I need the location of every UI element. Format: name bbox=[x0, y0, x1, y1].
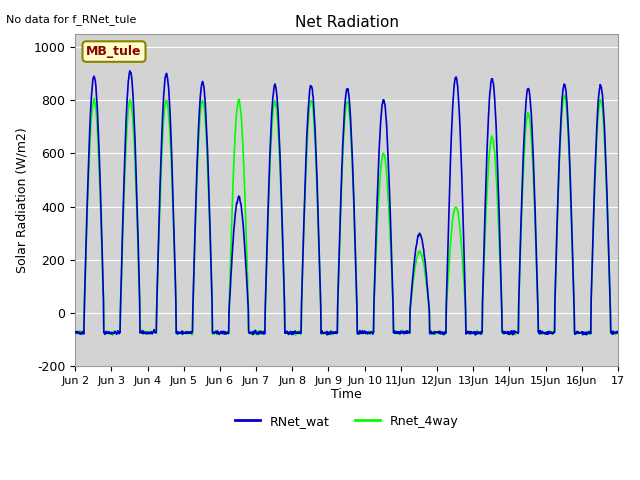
RNet_wat bbox=[126, 68, 134, 74]
Line: Rnet_4way: Rnet_4way bbox=[75, 96, 618, 335]
RNet_wat bbox=[71, 329, 79, 335]
RNet_wat bbox=[179, 330, 187, 336]
Legend: RNet_wat, Rnet_4way: RNet_wat, Rnet_4way bbox=[230, 410, 463, 433]
RNet_wat bbox=[550, 329, 558, 335]
RNet_wat bbox=[253, 331, 261, 337]
X-axis label: Time: Time bbox=[331, 388, 362, 401]
Y-axis label: Solar Radiation (W/m2): Solar Radiation (W/m2) bbox=[15, 127, 28, 273]
RNet_wat bbox=[502, 330, 510, 336]
Rnet_4way bbox=[550, 329, 557, 335]
RNet_wat bbox=[431, 330, 439, 336]
Rnet_4way bbox=[71, 329, 79, 335]
RNet_wat bbox=[614, 329, 622, 335]
Text: No data for f_RNet_tule: No data for f_RNet_tule bbox=[6, 14, 137, 25]
Rnet_4way bbox=[614, 330, 622, 336]
Rnet_4way bbox=[192, 207, 200, 213]
Rnet_4way bbox=[561, 93, 568, 98]
Rnet_4way bbox=[179, 329, 186, 335]
Rnet_4way bbox=[292, 332, 300, 338]
Rnet_4way bbox=[502, 330, 509, 336]
Rnet_4way bbox=[253, 329, 260, 335]
RNet_wat bbox=[193, 187, 200, 193]
Title: Net Radiation: Net Radiation bbox=[294, 15, 399, 30]
Rnet_4way bbox=[431, 330, 439, 336]
Line: RNet_wat: RNet_wat bbox=[75, 71, 618, 335]
Text: MB_tule: MB_tule bbox=[86, 45, 142, 58]
RNet_wat bbox=[472, 332, 479, 338]
